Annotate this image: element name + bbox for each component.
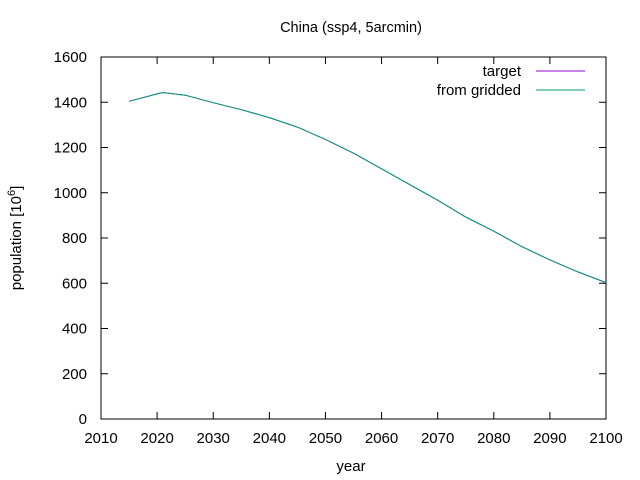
axis-ticks	[100, 56, 607, 420]
plot-frame	[100, 56, 607, 420]
y-axis-title-exponent: 6	[6, 190, 18, 196]
y-tick-label: 0	[79, 411, 87, 428]
y-tick-label: 1400	[54, 94, 87, 111]
y-tick-labels: 0 200 400 600 800 1000 1200 1400 1600	[54, 49, 87, 428]
x-tick-labels: 2010 2020 2030 2040 2050 2060 2070 2080 2090 2100	[84, 430, 622, 447]
y-tick-label: 1000	[54, 185, 87, 202]
y-tick-label: 1200	[54, 140, 87, 157]
x-tick-label: 2020	[140, 430, 173, 447]
y-tick-label: 800	[62, 230, 87, 247]
x-tick-label: 2070	[421, 430, 454, 447]
y-tick-label: 1600	[54, 49, 87, 66]
x-axis-title: year	[336, 458, 365, 475]
legend-label-0: target	[483, 63, 522, 80]
legend-label-1: from gridded	[437, 82, 521, 99]
y-axis-title-main: population [10	[8, 196, 25, 290]
x-tick-label: 2030	[197, 430, 230, 447]
x-tick-label: 2040	[253, 430, 286, 447]
y-tick-label: 400	[62, 321, 87, 338]
y-tick-label: 200	[62, 366, 87, 383]
legend: target from gridded	[437, 63, 585, 99]
series-line-1	[128, 91, 607, 284]
y-tick-label: 600	[62, 275, 87, 292]
series-lines	[128, 91, 607, 284]
chart-title: China (ssp4, 5arcmin)	[280, 20, 422, 36]
x-tick-label: 2060	[365, 430, 398, 447]
x-tick-label: 2090	[533, 430, 566, 447]
x-tick-label: 2100	[589, 430, 622, 447]
x-tick-label: 2080	[477, 430, 510, 447]
y-axis-title: population [106]	[6, 186, 25, 291]
y-axis-title-suffix: ]	[8, 186, 25, 190]
x-tick-label: 2010	[84, 430, 117, 447]
x-tick-label: 2050	[309, 430, 342, 447]
series-line-0	[128, 91, 607, 284]
